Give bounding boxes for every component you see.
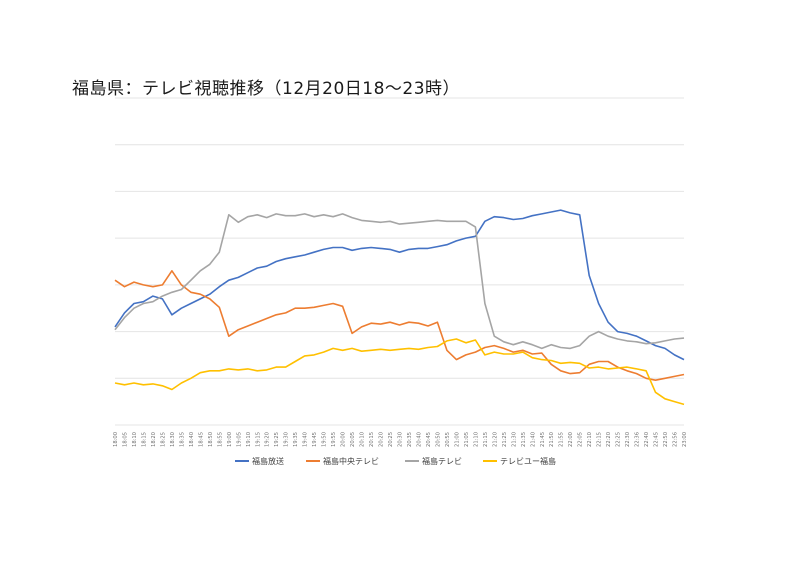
x-tick-label: 20:10 [360, 432, 366, 447]
x-tick-label: 21:35 [521, 432, 527, 447]
series-line-2 [114, 213, 685, 350]
x-tick-label: 20:50 [435, 432, 441, 447]
chart-title-text: 福島県：テレビ視聴推移（12月20日18〜23時） [72, 79, 461, 99]
x-tick-label: 20:00 [341, 432, 347, 447]
x-tick-label: 21:25 [502, 432, 508, 447]
x-tick-label: 20:20 [379, 432, 385, 447]
x-tick-label: 18:50 [208, 432, 214, 447]
x-tick-label: 22:25 [616, 432, 622, 447]
x-tick-label: 20:05 [350, 432, 356, 447]
x-tick-label: 21:20 [492, 432, 498, 447]
x-tick-label: 21:15 [483, 432, 489, 447]
x-tick-label: 22:00 [568, 432, 574, 447]
x-tick-label: 22:30 [625, 432, 631, 447]
x-tick-label: 19:15 [255, 432, 261, 447]
legend-label-0: 福島放送 [252, 456, 284, 466]
legend-label-2: 福島テレビ [422, 456, 462, 466]
x-tick-label: 19:00 [227, 432, 233, 447]
x-tick-label: 22:10 [587, 432, 593, 447]
x-tick-label: 18:35 [179, 432, 185, 447]
legend-label-3: テレビユー福島 [500, 456, 556, 466]
x-tick-label: 19:45 [312, 432, 318, 447]
x-tick-label: 19:25 [274, 432, 280, 447]
x-tick-label: 21:30 [511, 432, 517, 447]
x-tick-label: 20:35 [407, 432, 413, 447]
x-tick-label: 21:10 [473, 432, 479, 447]
legend-label-1: 福島中央テレビ [323, 456, 379, 466]
x-tick-label: 22:45 [654, 432, 660, 447]
x-tick-label: 20:25 [388, 432, 394, 447]
x-tick-label: 18:15 [141, 432, 147, 447]
x-tick-label: 22:36 [635, 432, 641, 447]
x-tick-label: 21:55 [559, 432, 565, 447]
x-tick-label: 18:20 [151, 432, 157, 447]
gridlines [115, 97, 684, 426]
x-tick-label: 23:00 [682, 432, 688, 447]
x-tick-label: 19:55 [331, 432, 337, 447]
x-tick-label: 21:50 [549, 432, 555, 447]
x-tick-label: 22:40 [644, 432, 650, 447]
x-tick-label: 21:00 [454, 432, 460, 447]
x-tick-label: 18:05 [122, 432, 128, 447]
x-tick-label: 21:05 [464, 432, 470, 447]
series-line-3 [114, 338, 685, 406]
x-tick-label: 19:40 [303, 432, 309, 447]
x-tick-label: 19:20 [265, 432, 271, 447]
x-tick-label: 19:50 [322, 432, 328, 447]
x-tick-label: 22:15 [597, 432, 603, 447]
x-tick-label: 20:45 [426, 432, 432, 447]
x-tick-label: 19:35 [293, 432, 299, 447]
x-tick-label: 18:45 [198, 432, 204, 447]
x-tick-label: 21:40 [530, 432, 536, 447]
x-tick-label: 18:10 [132, 432, 138, 447]
x-tick-label: 20:15 [369, 432, 375, 447]
x-tick-label: 18:25 [160, 432, 166, 447]
x-tick-label: 18:40 [189, 432, 195, 447]
x-tick-label: 20:30 [398, 432, 404, 447]
x-tick-label: 18:00 [113, 432, 119, 447]
series-line-0 [114, 209, 685, 361]
x-tick-label: 18:55 [217, 432, 223, 447]
x-tick-label: 19:30 [284, 432, 290, 447]
x-tick-label: 22:50 [663, 432, 669, 447]
x-tick-label: 19:10 [246, 432, 252, 447]
x-tick-label: 20:40 [416, 432, 422, 447]
x-tick-label: 22:56 [673, 432, 679, 447]
x-tick-label: 22:20 [606, 432, 612, 447]
series-line-1 [114, 269, 685, 382]
x-tick-label: 21:45 [540, 432, 546, 447]
legend: 福島放送 福島中央テレビ 福島テレビ テレビユー福島 [235, 456, 556, 466]
x-axis-ticks: 18:00 18:05 18:10 18:15 18:20 18:25 18:30 18:35… [113, 432, 688, 447]
x-tick-label: 18:30 [170, 432, 176, 447]
x-tick-label: 19:05 [236, 432, 242, 447]
x-tick-label: 20:55 [445, 432, 451, 447]
series-lines [114, 209, 685, 406]
x-tick-label: 22:05 [578, 432, 584, 447]
chart-title: 福島県：テレビ視聴推移（12月20日18〜23時） [72, 74, 460, 99]
